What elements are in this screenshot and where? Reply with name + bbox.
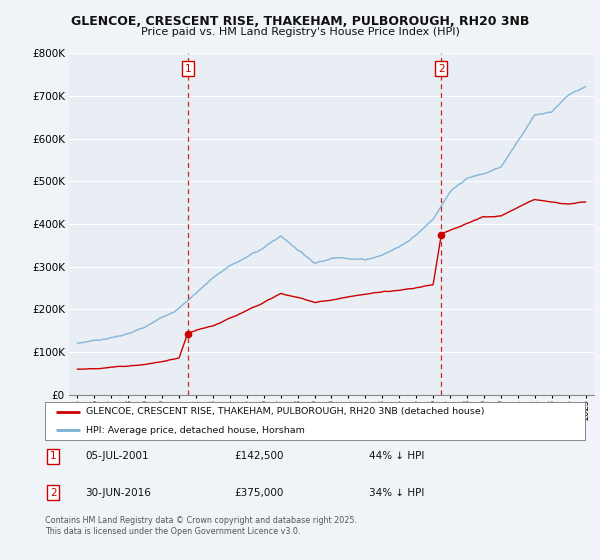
Text: Contains HM Land Registry data © Crown copyright and database right 2025.
This d: Contains HM Land Registry data © Crown c… [45, 516, 357, 536]
Text: 1: 1 [50, 451, 56, 461]
Text: 44% ↓ HPI: 44% ↓ HPI [369, 451, 424, 461]
Text: £142,500: £142,500 [234, 451, 284, 461]
Text: 2: 2 [438, 64, 445, 73]
Text: 30-JUN-2016: 30-JUN-2016 [86, 488, 151, 498]
Text: £375,000: £375,000 [234, 488, 283, 498]
Text: GLENCOE, CRESCENT RISE, THAKEHAM, PULBOROUGH, RH20 3NB: GLENCOE, CRESCENT RISE, THAKEHAM, PULBOR… [71, 15, 529, 28]
Text: 34% ↓ HPI: 34% ↓ HPI [369, 488, 424, 498]
Text: Price paid vs. HM Land Registry's House Price Index (HPI): Price paid vs. HM Land Registry's House … [140, 27, 460, 37]
Text: GLENCOE, CRESCENT RISE, THAKEHAM, PULBOROUGH, RH20 3NB (detached house): GLENCOE, CRESCENT RISE, THAKEHAM, PULBOR… [86, 407, 484, 416]
Text: 05-JUL-2001: 05-JUL-2001 [86, 451, 149, 461]
Text: HPI: Average price, detached house, Horsham: HPI: Average price, detached house, Hors… [86, 426, 304, 435]
Text: 1: 1 [184, 64, 191, 73]
Text: 2: 2 [50, 488, 56, 498]
